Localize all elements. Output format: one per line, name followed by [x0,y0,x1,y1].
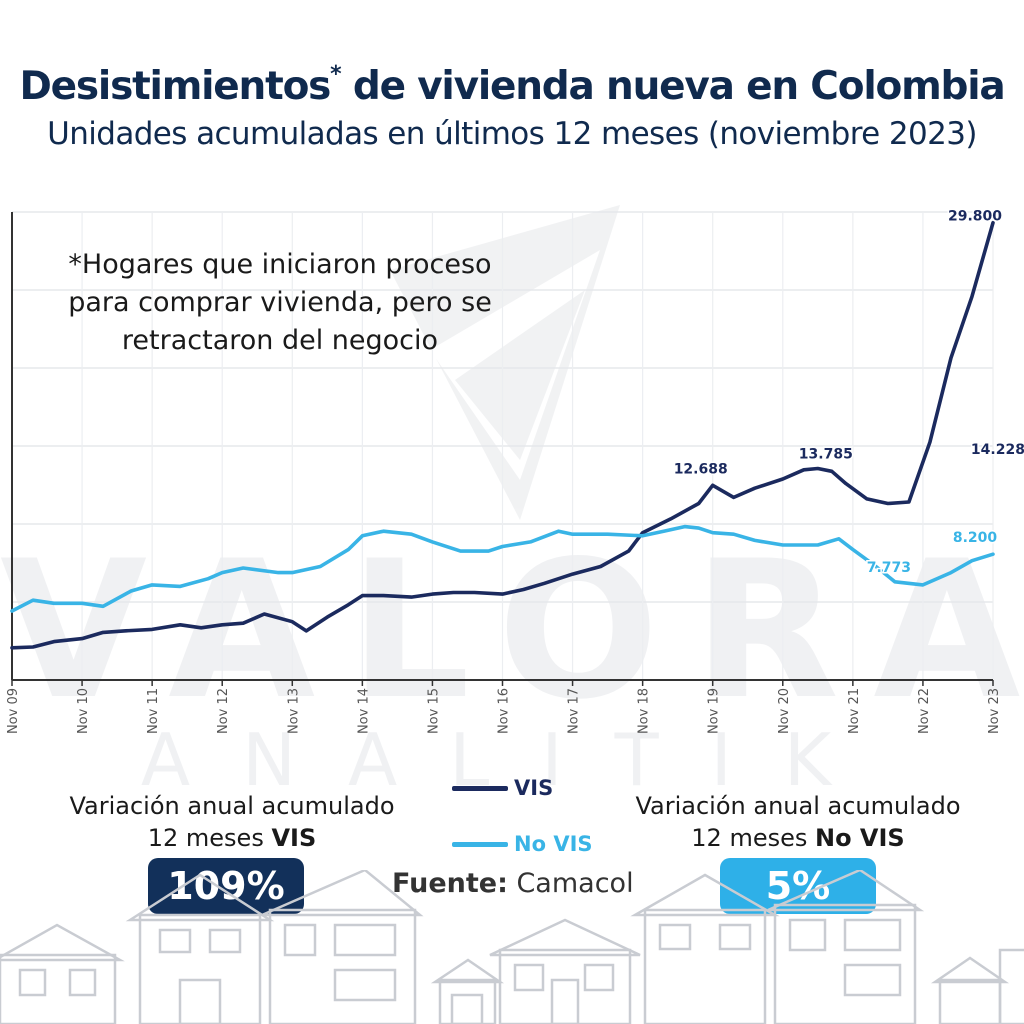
variation-vis-text: Variación anual acumulado 12 meses VIS [40,790,424,854]
house-icon [430,958,505,1024]
logo-watermark [390,205,620,520]
footnote: *Hogares que iniciaron proceso para comp… [40,246,520,360]
variation-novis-line-2-pre: 12 meses [691,824,815,852]
x-tick-labels: Nov 09 Nov 10 Nov 11 Nov 12 Nov 13 Nov 14 Nov … [6,680,1002,734]
x-tick-label: Nov 12 [216,688,231,734]
x-tick-label: Nov 20 [777,688,792,734]
x-tick-label: Nov 13 [286,688,301,734]
x-tick-label: Nov 15 [426,688,441,734]
legend-item-vis: VIS [452,776,553,800]
source-credit: Fuente: Camacol [392,868,634,899]
house-icon [261,870,424,1024]
variation-novis-line-2-bold: No VIS [815,824,905,852]
source-value: Camacol [507,868,634,899]
data-label: 29.800 [948,209,1002,225]
house-icon [930,948,1024,1024]
variation-novis-text: Variación anual acumulado 12 meses No VI… [600,790,996,854]
chart-subtitle: Unidades acumuladas en últimos 12 meses … [47,116,977,152]
source-label: Fuente: [392,868,508,899]
variation-vis-line-2-bold: VIS [271,824,317,852]
footnote-line-2: para comprar vivienda, pero se [68,287,492,318]
house-icon [125,873,275,1024]
x-tick-label: Nov 09 [6,688,21,734]
footnote-line-3: retractaron del negocio [121,325,439,356]
grid-lines [11,211,994,680]
data-label: 12.688 [674,461,728,477]
x-tick-label: Nov 18 [637,688,652,734]
house-icon [489,918,641,1024]
x-tick-label: Nov 16 [497,688,512,734]
data-label: 8.200 [953,530,998,546]
x-tick-label: Nov 21 [847,688,862,734]
data-label: 7.773 [867,560,911,576]
variation-novis-line-2: 12 meses No VIS [600,822,996,854]
legend-swatch-vis [452,785,508,791]
legend-item-novis: No VIS [452,832,593,856]
variation-vis-line-2-pre: 12 meses [147,824,272,852]
legend-label-vis: VIS [514,776,554,800]
series-line-no-vis [10,524,995,613]
x-tick-label: Nov 19 [707,688,722,734]
variation-vis-line-1: Variación anual acumulado [69,792,395,820]
line-chart: Nov 09 Nov 10 Nov 11 Nov 12 Nov 13 Nov 14 Nov … [6,205,1024,734]
variation-vis-badge: 109% [148,858,304,914]
legend-swatch-novis [452,841,508,847]
x-tick-label: Nov 11 [146,688,161,734]
x-tick-label: Nov 14 [356,688,371,734]
data-label: 14.228 [971,442,1024,458]
x-tick-label: Nov 22 [917,688,932,734]
house-icon [630,873,780,1024]
title-rest: de vivienda nueva en Colombia [340,64,1006,109]
x-tick-label: Nov 10 [76,688,91,734]
data-label: 13.785 [799,446,853,462]
x-tick-label: Nov 17 [567,688,582,734]
variation-novis-line-1: Variación anual acumulado [635,792,961,820]
house-icon [767,870,925,1024]
data-labels: 29.800 13.785 14.228 12.688 7.773 8.200 [672,207,1024,577]
x-tick-label: Nov 23 [987,688,1002,734]
footnote-line-1: *Hogares que iniciaron proceso [68,249,492,280]
house-icon [0,923,125,1024]
chart-title: Desistimientos* de vivienda nueva en Col… [0,62,1024,109]
title-main: Desistimientos [19,64,331,109]
houses-illustration [0,870,1024,1024]
series-line-vis [10,220,995,650]
series-lines [10,220,995,650]
title-asterisk: * [330,62,342,87]
legend-label-novis: No VIS [514,832,593,856]
variation-vis-line-2: 12 meses VIS [40,822,424,854]
